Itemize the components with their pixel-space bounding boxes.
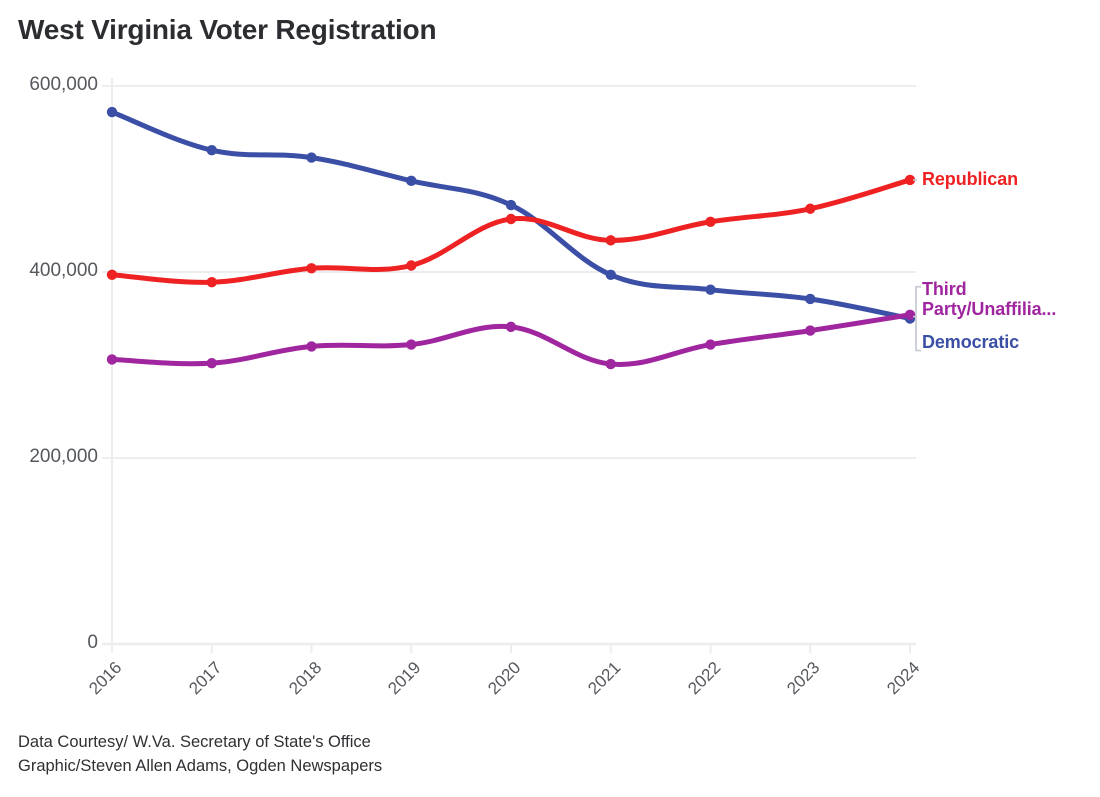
- page-title: West Virginia Voter Registration: [18, 14, 437, 45]
- legend-text-republican: Republican: [922, 168, 1019, 189]
- legend-label-democratic[interactable]: Democratic: [922, 332, 1019, 352]
- legend-text-democratic: Democratic: [922, 331, 1020, 352]
- legend-connectors: [913, 179, 921, 352]
- y-axis-tick-label: 400,000: [29, 260, 98, 281]
- source-note-line1: Data Courtesy/ W.Va. Secretary of State'…: [18, 733, 371, 751]
- y-axis-tick-label: 600,000: [29, 74, 98, 95]
- series-lines: [106, 106, 916, 370]
- gridlines: [102, 78, 916, 646]
- legend-text-third-party-line1: Third: [922, 278, 967, 299]
- source-note: Data Courtesy/ W.Va. Secretary of State'…: [18, 731, 382, 779]
- legend-label-republican[interactable]: Republican: [922, 169, 1018, 189]
- y-axis-tick-label: 200,000: [29, 446, 98, 467]
- y-axis-tick-label: 0: [87, 632, 98, 653]
- source-note-line2: Graphic/Steven Allen Adams, Ogden Newspa…: [18, 756, 383, 775]
- x-axis-ticks: [111, 644, 911, 653]
- legend-text-third-party-line2: Party/Unaffilia...: [922, 298, 1057, 319]
- legend-label-third-party[interactable]: Third Party/Unaffilia...: [922, 279, 1056, 319]
